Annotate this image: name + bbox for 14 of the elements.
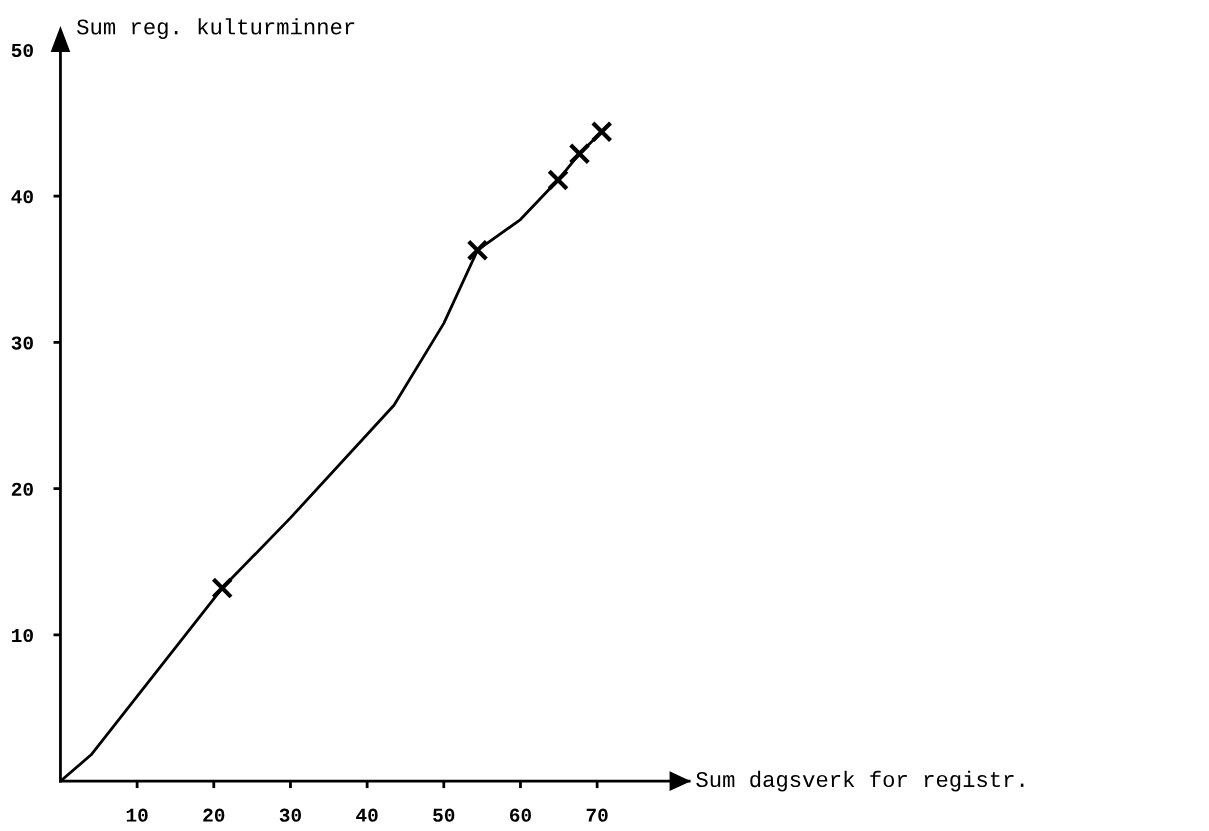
y-tick-label: 50	[11, 43, 33, 58]
y-tick-label: 40	[11, 190, 33, 204]
y-axis-title: Sum reg. kulturminner	[77, 18, 355, 39]
x-tick-label: 10	[126, 808, 148, 822]
x-tick-label: 30	[279, 808, 301, 822]
x-tick-label: 50	[433, 808, 455, 822]
y-tick-label: 20	[11, 482, 33, 496]
x-axis-title: Sum dagsverk for registr.	[696, 770, 1024, 792]
x-tick-label: 70	[586, 808, 608, 822]
x-tick-label: 60	[509, 808, 532, 822]
y-tick-label: 10	[12, 628, 33, 643]
y-tick-label: 30	[11, 336, 33, 350]
x-tick-label: 20	[203, 808, 225, 822]
x-tick-label: 40	[356, 808, 378, 822]
